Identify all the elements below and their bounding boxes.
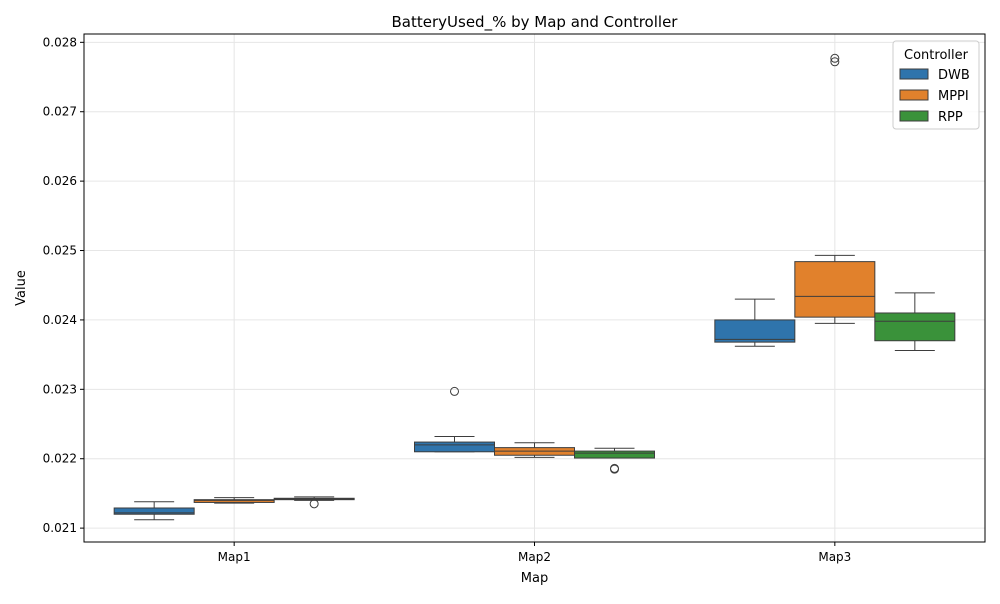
x-axis-label: Map [521,571,548,586]
y-tick-label: 0.023 [43,382,77,396]
legend-title: Controller [904,48,969,63]
y-tick-label: 0.027 [43,105,77,119]
y-tick-label: 0.022 [43,452,77,466]
outlier-point [830,57,840,67]
box-iqr [113,507,195,515]
y-axis-label: Value [14,270,29,306]
y-tick-label: 0.024 [43,313,77,327]
outlier-point [450,386,459,396]
box-iqr [414,441,495,453]
legend-label: DWB [938,68,970,83]
y-tick-label: 0.021 [43,521,77,535]
legend-label: MPPI [938,89,969,104]
box-layer [113,53,956,521]
box-iqr [714,319,796,343]
x-tick-label: Map2 [518,550,551,564]
box-iqr [193,499,275,503]
box-iqr [794,261,876,318]
legend-swatch [899,110,929,122]
outlier-point [830,53,840,63]
y-tick-label: 0.026 [43,174,77,188]
box-iqr [574,450,655,459]
legend: Controller DWB MPPI RPP [892,40,980,130]
outlier-point [610,463,619,473]
box-iqr [874,312,956,342]
legend-label: RPP [938,110,963,125]
legend-frame [892,40,980,130]
outlier-point [309,499,319,509]
chart-title: BatteryUsed_% by Map and Controller [392,13,679,32]
x-tick-label: Map3 [818,550,851,564]
legend-items: DWB MPPI RPP [899,68,970,125]
legend-swatch [899,89,929,101]
axis-layer: 0.021 0.022 0.023 0.024 0.025 0.026 0.027 0.028… [43,35,852,564]
y-tick-label: 0.028 [43,35,77,49]
y-tick-label: 0.025 [43,244,77,258]
x-tick-label: Map1 [218,550,251,564]
legend-swatch [899,68,929,80]
